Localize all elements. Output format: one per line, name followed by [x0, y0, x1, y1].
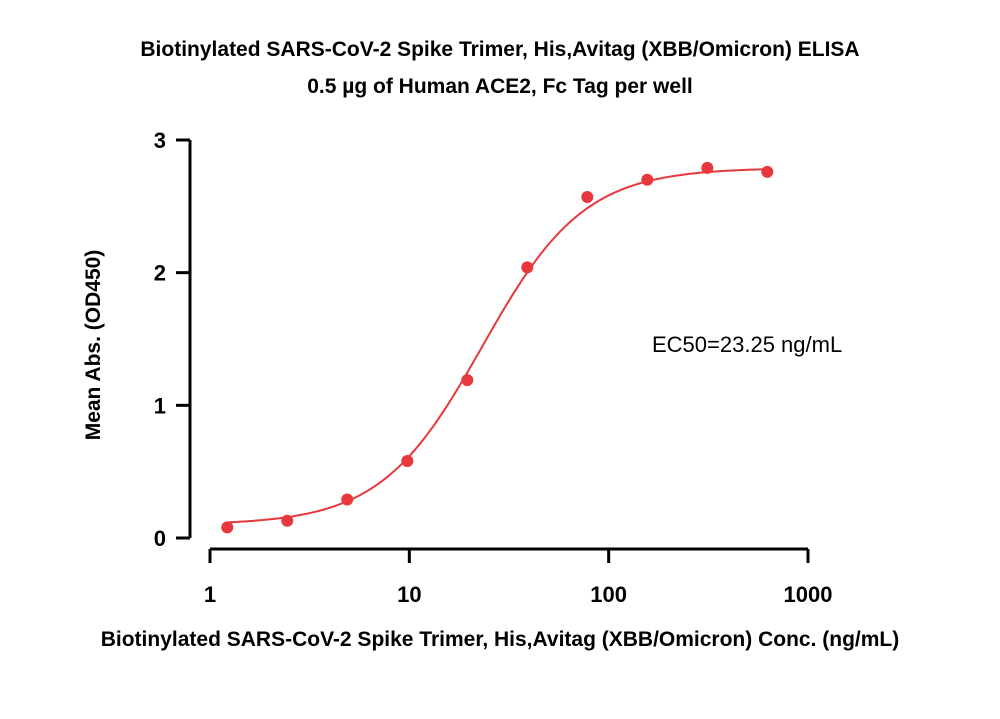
data-point	[281, 514, 294, 527]
data-point	[701, 161, 714, 174]
x-tick-label: 100	[590, 582, 627, 607]
y-tick-label: 2	[154, 261, 166, 286]
y-tick-label: 1	[154, 393, 166, 418]
y-axis-title: Mean Abs. (OD450)	[82, 250, 105, 441]
data-point	[641, 173, 654, 186]
chart-title: Biotinylated SARS-CoV-2 Spike Trimer, Hi…	[140, 38, 859, 61]
data-point	[521, 261, 534, 274]
data-point	[401, 455, 414, 468]
data-point	[761, 165, 774, 178]
y-tick-label: 0	[154, 526, 166, 551]
x-tick-label: 10	[397, 582, 421, 607]
fit-curve	[227, 168, 768, 524]
ec50-annotation: EC50=23.25 ng/mL	[652, 332, 842, 357]
x-tick-label: 1	[204, 582, 216, 607]
axes	[188, 140, 808, 551]
data-points	[221, 161, 774, 534]
y-ticks: 0 1 2 3	[154, 128, 190, 551]
x-ticks: 1 10 100 1000	[204, 549, 833, 607]
chart-subtitle: 0.5 µg of Human ACE2, Fc Tag per well	[307, 75, 693, 98]
data-point	[341, 493, 354, 506]
data-point	[581, 191, 594, 204]
y-tick-label: 3	[154, 128, 166, 153]
x-tick-label: 1000	[784, 582, 833, 607]
data-point	[461, 374, 474, 387]
x-axis-title: Biotinylated SARS-CoV-2 Spike Trimer, Hi…	[101, 628, 900, 651]
data-point	[221, 521, 234, 534]
